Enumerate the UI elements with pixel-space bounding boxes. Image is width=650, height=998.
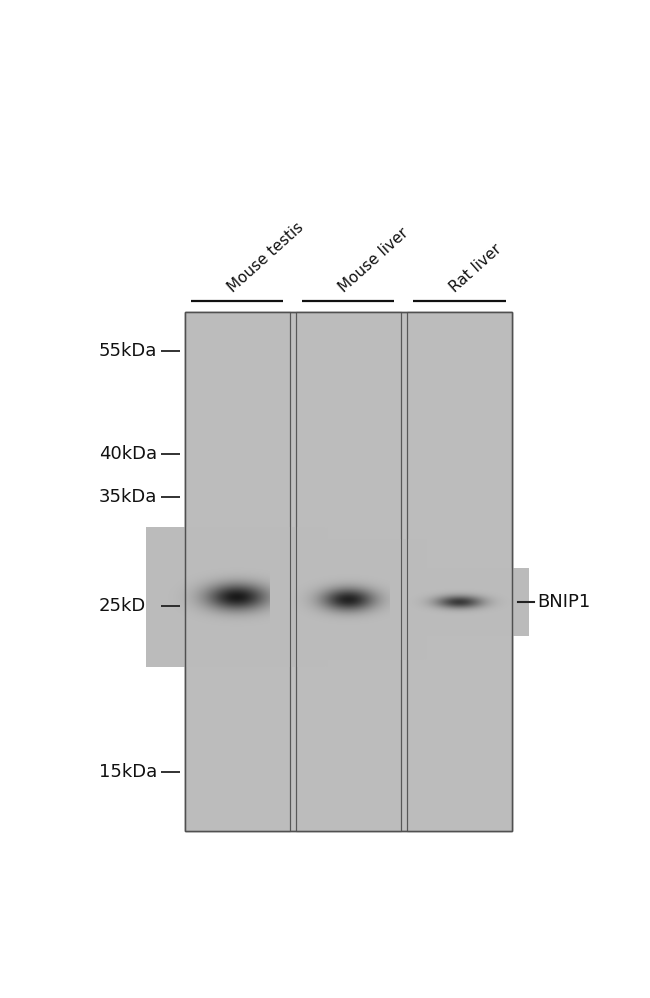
Text: 40kDa: 40kDa — [99, 445, 157, 463]
Text: Mouse liver: Mouse liver — [335, 226, 411, 295]
Text: 15kDa: 15kDa — [99, 762, 157, 780]
Text: 35kDa: 35kDa — [99, 488, 157, 506]
Text: Rat liver: Rat liver — [447, 242, 504, 295]
Text: BNIP1: BNIP1 — [537, 593, 590, 611]
Text: 55kDa: 55kDa — [99, 341, 157, 359]
Bar — [407, 312, 512, 830]
Bar — [185, 312, 290, 830]
Text: Mouse testis: Mouse testis — [224, 220, 306, 295]
Bar — [185, 312, 290, 830]
Text: 25kDa: 25kDa — [99, 597, 157, 615]
Bar — [296, 312, 401, 830]
Bar — [296, 312, 401, 830]
Bar — [185, 312, 512, 830]
Bar — [185, 312, 512, 830]
Bar — [407, 312, 512, 830]
